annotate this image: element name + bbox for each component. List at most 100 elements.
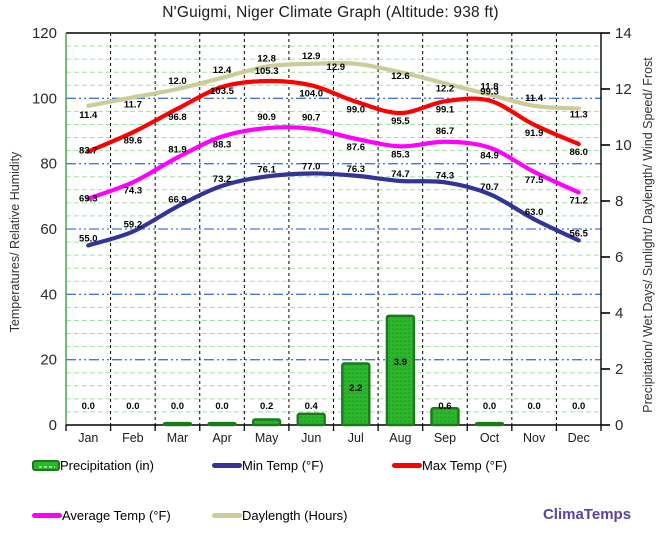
svg-text:69.3: 69.3: [79, 194, 98, 205]
svg-text:Dec: Dec: [568, 431, 590, 445]
svg-text:86.0: 86.0: [569, 147, 588, 158]
svg-text:0.6: 0.6: [438, 401, 451, 412]
svg-text:104.0: 104.0: [299, 88, 323, 99]
svg-text:12.6: 12.6: [391, 71, 410, 82]
precipitation-bars: [162, 314, 505, 427]
data-labels: 55.0 59.2 66.9 73.2 76.1 77.0 76.3 74.7 74.3 70.7…: [79, 51, 589, 412]
svg-text:80: 80: [40, 156, 57, 173]
svg-text:74.7: 74.7: [391, 169, 410, 180]
svg-text:11.4: 11.4: [79, 110, 98, 121]
svg-text:0.4: 0.4: [305, 401, 319, 412]
line-average-temp-f-: [86, 125, 581, 201]
line-swatch: [32, 512, 62, 518]
svg-text:Jun: Jun: [301, 431, 321, 445]
svg-text:0.0: 0.0: [126, 401, 139, 412]
svg-text:12.9: 12.9: [327, 62, 346, 73]
svg-text:2.2: 2.2: [349, 383, 362, 394]
svg-text:105.3: 105.3: [255, 66, 279, 77]
svg-text:90.7: 90.7: [302, 113, 321, 124]
v-gridlines: [110, 33, 557, 425]
svg-text:73.2: 73.2: [213, 174, 232, 185]
chart-title: N'Guigmi, Niger Climate Graph (Altitude:…: [162, 4, 499, 21]
svg-text:Jul: Jul: [348, 431, 364, 445]
svg-text:74.3: 74.3: [124, 185, 143, 196]
svg-text:11.3: 11.3: [570, 110, 588, 121]
svg-text:10: 10: [615, 137, 632, 154]
svg-text:59.2: 59.2: [124, 220, 143, 231]
svg-text:12: 12: [615, 81, 632, 98]
svg-text:Nov: Nov: [523, 431, 546, 445]
svg-text:0.0: 0.0: [215, 401, 228, 412]
svg-text:0.0: 0.0: [82, 401, 95, 412]
svg-text:0: 0: [49, 417, 57, 434]
svg-text:May: May: [255, 431, 279, 445]
legend-item-average-temp-f: Average Temp (°F): [32, 506, 171, 524]
svg-text:Aug: Aug: [389, 431, 411, 445]
svg-text:20: 20: [40, 352, 57, 369]
svg-text:11.4: 11.4: [525, 93, 544, 104]
svg-text:89.6: 89.6: [124, 135, 143, 146]
svg-text:95.5: 95.5: [391, 116, 410, 127]
line-min-temp-f-: [86, 171, 581, 248]
svg-text:90.9: 90.9: [257, 112, 276, 123]
svg-text:3.9: 3.9: [394, 357, 407, 368]
line-swatch: [212, 462, 242, 468]
svg-text:11.8: 11.8: [481, 82, 499, 93]
svg-text:81.9: 81.9: [168, 144, 187, 155]
svg-text:74.3: 74.3: [436, 170, 455, 181]
svg-text:103.5: 103.5: [210, 86, 234, 97]
legend-item-max-temp-f: Max Temp (°F): [392, 456, 507, 474]
legend-label: Daylength (Hours): [242, 507, 348, 523]
right-axis-title: Precipitation/ Wet Days/ Sunlight/ Dayle…: [641, 57, 655, 413]
svg-text:4: 4: [615, 305, 623, 322]
svg-text:12.0: 12.0: [168, 76, 187, 87]
svg-text:85.3: 85.3: [391, 149, 410, 160]
svg-text:71.2: 71.2: [569, 195, 588, 206]
svg-text:Mar: Mar: [167, 431, 189, 445]
svg-text:77.5: 77.5: [525, 175, 544, 186]
legend-item-min-temp-f: Min Temp (°F): [212, 456, 324, 474]
svg-text:14: 14: [615, 25, 632, 42]
svg-text:12.4: 12.4: [213, 65, 232, 76]
bar-swatch-texture: [39, 465, 55, 468]
svg-text:12.2: 12.2: [436, 83, 455, 94]
svg-text:2: 2: [615, 361, 623, 378]
legend-item-precipitation-in: Precipitation (in): [32, 456, 154, 474]
svg-text:Jan: Jan: [78, 431, 98, 445]
svg-text:70.7: 70.7: [480, 182, 499, 193]
climatemps-logo[interactable]: ClimaTemps: [542, 506, 632, 523]
svg-text:12.9: 12.9: [302, 51, 321, 62]
svg-text:84.9: 84.9: [480, 151, 499, 162]
svg-text:100: 100: [32, 90, 57, 107]
svg-text:88.3: 88.3: [213, 140, 232, 151]
month-labels: Jan Feb Mar Apr May Jun Jul Aug Sep Oct Nov Dec: [78, 431, 590, 445]
svg-text:0.0: 0.0: [572, 401, 585, 412]
svg-text:86.7: 86.7: [436, 126, 455, 137]
line-daylength-hours-: [86, 60, 581, 111]
line-max-temp-f-: [86, 78, 581, 154]
svg-text:63.0: 63.0: [525, 207, 544, 218]
svg-text:56.5: 56.5: [569, 228, 588, 239]
svg-text:0.0: 0.0: [171, 401, 184, 412]
chart-legend: Precipitation (in) Min Temp (°F) Max Temp …: [0, 448, 661, 543]
line-swatch: [212, 512, 242, 518]
svg-text:60: 60: [40, 221, 57, 238]
legend-label: Min Temp (°F): [242, 457, 324, 473]
svg-text:0.0: 0.0: [528, 401, 541, 412]
svg-text:8: 8: [615, 193, 623, 210]
svg-text:99.1: 99.1: [436, 104, 455, 115]
line-swatch: [392, 462, 422, 468]
svg-text:99.0: 99.0: [347, 105, 366, 116]
legend-label: Average Temp (°F): [62, 507, 171, 523]
svg-text:120: 120: [32, 25, 57, 42]
right-axis-tick-labels: 0 2 4 6 8 10 12 14: [615, 25, 632, 434]
svg-text:0.2: 0.2: [260, 401, 273, 412]
precipitation-swatch: [32, 459, 60, 471]
svg-text:66.9: 66.9: [168, 194, 187, 205]
svg-text:Apr: Apr: [212, 431, 231, 445]
svg-text:99.3: 99.3: [480, 87, 499, 98]
svg-text:0.0: 0.0: [483, 401, 496, 412]
legend-label: Precipitation (in): [60, 457, 154, 473]
